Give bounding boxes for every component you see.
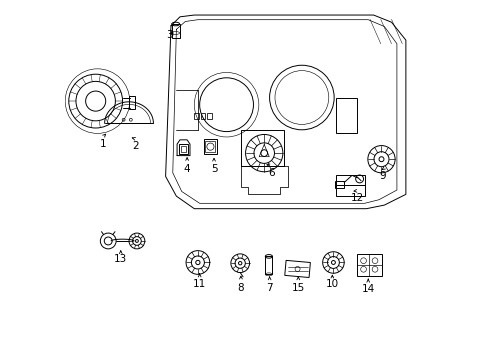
Bar: [335, 175, 364, 185]
Bar: [205, 141, 215, 152]
Text: 7: 7: [266, 283, 272, 293]
Text: 9: 9: [379, 171, 385, 181]
Bar: [334, 181, 344, 188]
Text: 13: 13: [114, 254, 127, 264]
Bar: [181, 147, 185, 152]
Text: 8: 8: [237, 283, 244, 293]
Bar: [241, 130, 284, 166]
Bar: [179, 144, 187, 154]
Text: 14: 14: [361, 284, 374, 294]
Text: 6: 6: [267, 168, 274, 178]
Bar: [207, 113, 211, 119]
Text: 1: 1: [100, 139, 106, 149]
Bar: [171, 24, 179, 38]
Bar: [265, 256, 272, 274]
Text: 15: 15: [291, 283, 305, 293]
Bar: [356, 254, 381, 276]
Bar: [335, 98, 357, 134]
Text: 2: 2: [132, 141, 138, 151]
Bar: [335, 185, 364, 196]
Text: 4: 4: [183, 164, 190, 174]
Text: 11: 11: [193, 279, 206, 289]
Text: 3: 3: [165, 30, 172, 40]
Text: 5: 5: [210, 164, 217, 174]
Text: 12: 12: [350, 193, 364, 203]
Bar: [129, 96, 135, 109]
Bar: [194, 113, 198, 119]
Bar: [201, 113, 204, 119]
Bar: [203, 139, 217, 154]
Text: 10: 10: [325, 279, 338, 289]
Bar: [284, 260, 310, 278]
